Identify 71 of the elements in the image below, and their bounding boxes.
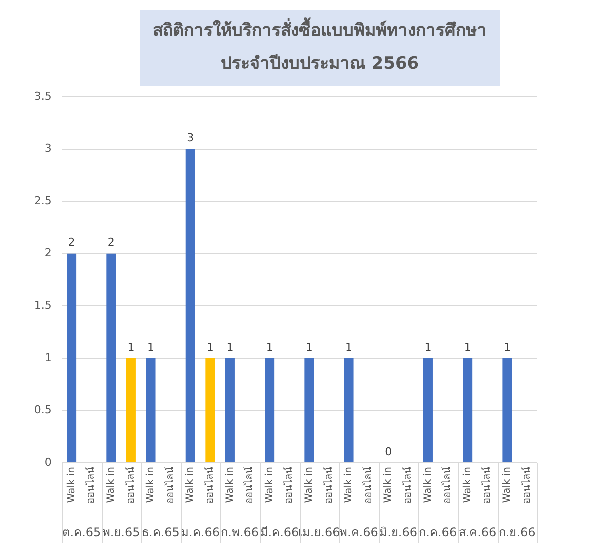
text: ออนไลน์ — [165, 467, 176, 504]
y-tick-label: 0 — [44, 456, 52, 469]
chart-title: สถิติการให้บริการสั่งซื้อแบบพิมพ์ทางการศึกษา ประจำปีงบประมาณ 2566 — [140, 10, 500, 86]
bar — [225, 358, 235, 462]
x-tick-label: พ.ย.65 — [102, 525, 140, 540]
text: Walk in — [66, 467, 78, 504]
data-label: 1 — [148, 340, 155, 354]
text: Walk in — [422, 467, 434, 504]
text: ออนไลน์ — [205, 467, 216, 504]
text: Walk in — [185, 467, 196, 504]
x-tick-label: ธ.ค.65 — [142, 525, 180, 540]
text: ออนไลน์ — [124, 467, 137, 504]
data-label: 1 — [464, 340, 472, 354]
y-tick-label: 0.5 — [34, 404, 52, 417]
text: ออนไลน์ — [86, 467, 98, 504]
x-tick-label: ต.ค.65 — [62, 525, 102, 540]
text: ออนไลน์ — [403, 467, 414, 504]
y-tick-label: 1 — [44, 351, 52, 364]
text: Walk in — [224, 467, 236, 504]
x-tick-label: มิ.ย.66 — [380, 525, 418, 540]
data-label: 2 — [68, 236, 76, 250]
x-tick-label: ก.ย.66 — [498, 525, 536, 540]
bar — [344, 358, 354, 462]
text: Walk in — [264, 467, 276, 504]
text: Walk in — [502, 467, 514, 504]
y-tick-label: 3 — [44, 142, 52, 156]
x-tick-label: ก.ค.66 — [419, 525, 458, 540]
text: Walk in — [146, 467, 157, 504]
y-tick-label: 2 — [44, 246, 52, 260]
data-label: 1 — [226, 340, 234, 354]
data-label: 0 — [385, 445, 392, 458]
text: Walk in — [383, 467, 394, 504]
text: ออนไลน์ — [363, 467, 374, 504]
data-label: 1 — [504, 340, 511, 354]
data-label: 1 — [128, 340, 135, 354]
x-tick-label: ส.ค.66 — [458, 525, 497, 540]
text: Walk in — [344, 467, 355, 504]
x-tick-label: ม.ค.66 — [181, 525, 220, 540]
y-tick-label: 2.5 — [34, 194, 52, 208]
text: ออนไลน์ — [482, 467, 494, 504]
text: ออนไลน์ — [244, 467, 256, 504]
bar — [106, 254, 116, 462]
text: ออนไลน์ — [324, 467, 335, 504]
x-tick-label: ก.พ.66 — [221, 525, 260, 540]
data-label: 1 — [346, 340, 353, 354]
text: ออนไลน์ — [522, 467, 533, 504]
data-label: 1 — [266, 340, 274, 354]
bar — [126, 358, 136, 462]
bar — [67, 254, 77, 462]
text: Walk in — [106, 467, 117, 504]
x-tick-label: พ.ค.66 — [339, 525, 378, 540]
bar — [146, 358, 156, 462]
bar — [304, 358, 314, 462]
text: ออนไลน์ — [284, 467, 296, 504]
data-label: 1 — [424, 340, 432, 354]
bar — [463, 358, 473, 462]
text: Walk in — [304, 467, 316, 504]
y-tick-label: 1.5 — [34, 299, 52, 312]
text: Walk in — [462, 467, 474, 504]
bar — [186, 149, 196, 462]
y-tick-label: 3.5 — [34, 90, 52, 103]
data-label: 2 — [108, 236, 115, 250]
bar — [423, 358, 433, 462]
text: ออนไลน์ — [442, 467, 454, 504]
bar — [265, 358, 275, 462]
data-label: 1 — [206, 340, 214, 354]
data-label: 3 — [187, 132, 194, 145]
data-label: 1 — [306, 340, 313, 354]
bar — [206, 358, 216, 462]
bar — [502, 358, 512, 462]
x-tick-label: มี.ค.66 — [260, 525, 300, 540]
